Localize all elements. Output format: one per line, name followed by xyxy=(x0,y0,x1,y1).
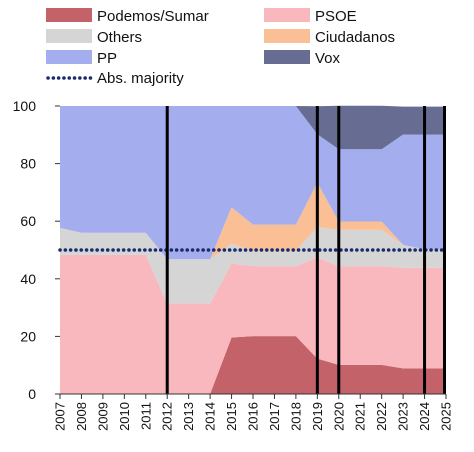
legend-swatch xyxy=(264,29,310,43)
legend-item-others: Others xyxy=(46,29,142,46)
legend-item-ciudadanos: Ciudadanos xyxy=(264,29,395,46)
legend-swatch xyxy=(264,50,310,64)
legend-label: Vox xyxy=(315,50,341,67)
y-tick-label: 80 xyxy=(20,156,36,172)
x-tick-label: 2011 xyxy=(138,402,153,430)
legend-swatch xyxy=(46,8,92,22)
plot-area xyxy=(58,105,448,394)
legend-item-abs-majority: Abs. majority xyxy=(46,70,184,87)
x-tick-label: 2023 xyxy=(396,402,411,431)
x-tick-label: 2020 xyxy=(331,402,346,431)
y-tick-label: 100 xyxy=(13,98,37,114)
x-tick-label: 2009 xyxy=(95,402,110,431)
x-tick-label: 2016 xyxy=(246,402,261,431)
x-tick-label: 2012 xyxy=(160,402,175,431)
legend-label: Abs. majority xyxy=(97,70,184,87)
x-axis: 2007 2008 2009 2010 2011 2012 2013 2014 2015 2016… xyxy=(53,393,454,431)
area-others xyxy=(60,226,446,304)
x-tick-label: 2008 xyxy=(74,402,89,431)
legend-label: Podemos/Sumar xyxy=(97,8,209,25)
vertical-lines-group xyxy=(165,106,446,394)
x-tick-label: 2010 xyxy=(117,402,132,431)
y-tick-label: 0 xyxy=(28,386,36,402)
x-tick-label: 2014 xyxy=(203,402,218,431)
x-tick-label: 2021 xyxy=(353,402,368,431)
y-tick-label: 20 xyxy=(20,328,36,344)
x-tick-label: 2015 xyxy=(224,402,239,431)
area-vox xyxy=(60,105,446,150)
x-tick-label: 2019 xyxy=(310,402,325,431)
legend-label: Ciudadanos xyxy=(315,29,395,46)
area-ciudadanos xyxy=(60,182,446,260)
y-tick-label: 60 xyxy=(20,213,36,229)
x-tick-label: 2025 xyxy=(439,402,454,431)
legend-swatch xyxy=(46,29,92,43)
legend-label: PSOE xyxy=(315,8,357,25)
x-tick-label: 2022 xyxy=(374,402,389,431)
legend-item-pp: PP xyxy=(46,50,117,67)
y-axis: 0 20 40 60 80 100 xyxy=(13,98,60,402)
area-psoe xyxy=(60,254,446,394)
chart-legend: Podemos/Sumar PSOE Others Ciudadanos PP Vox Ab… xyxy=(46,8,395,87)
x-tick-label: 2018 xyxy=(288,402,303,431)
legend-item-vox: Vox xyxy=(264,50,341,67)
legend-item-podemos-sumar: Podemos/Sumar xyxy=(46,8,209,25)
legend-label: Others xyxy=(97,29,142,46)
x-tick-label: 2013 xyxy=(181,402,196,431)
legend-swatch xyxy=(46,50,92,64)
area-series-group xyxy=(60,105,446,394)
x-tick-label: 2024 xyxy=(417,402,432,431)
legend-label: PP xyxy=(97,50,117,67)
x-tick-label: 2007 xyxy=(53,402,68,431)
legend-item-psoe: PSOE xyxy=(264,8,357,25)
x-tick-label: 2017 xyxy=(267,402,282,431)
area-pp xyxy=(60,106,446,260)
legend-swatch xyxy=(264,8,310,22)
y-tick-label: 40 xyxy=(20,271,36,287)
area-podemos-sumar xyxy=(60,336,446,394)
